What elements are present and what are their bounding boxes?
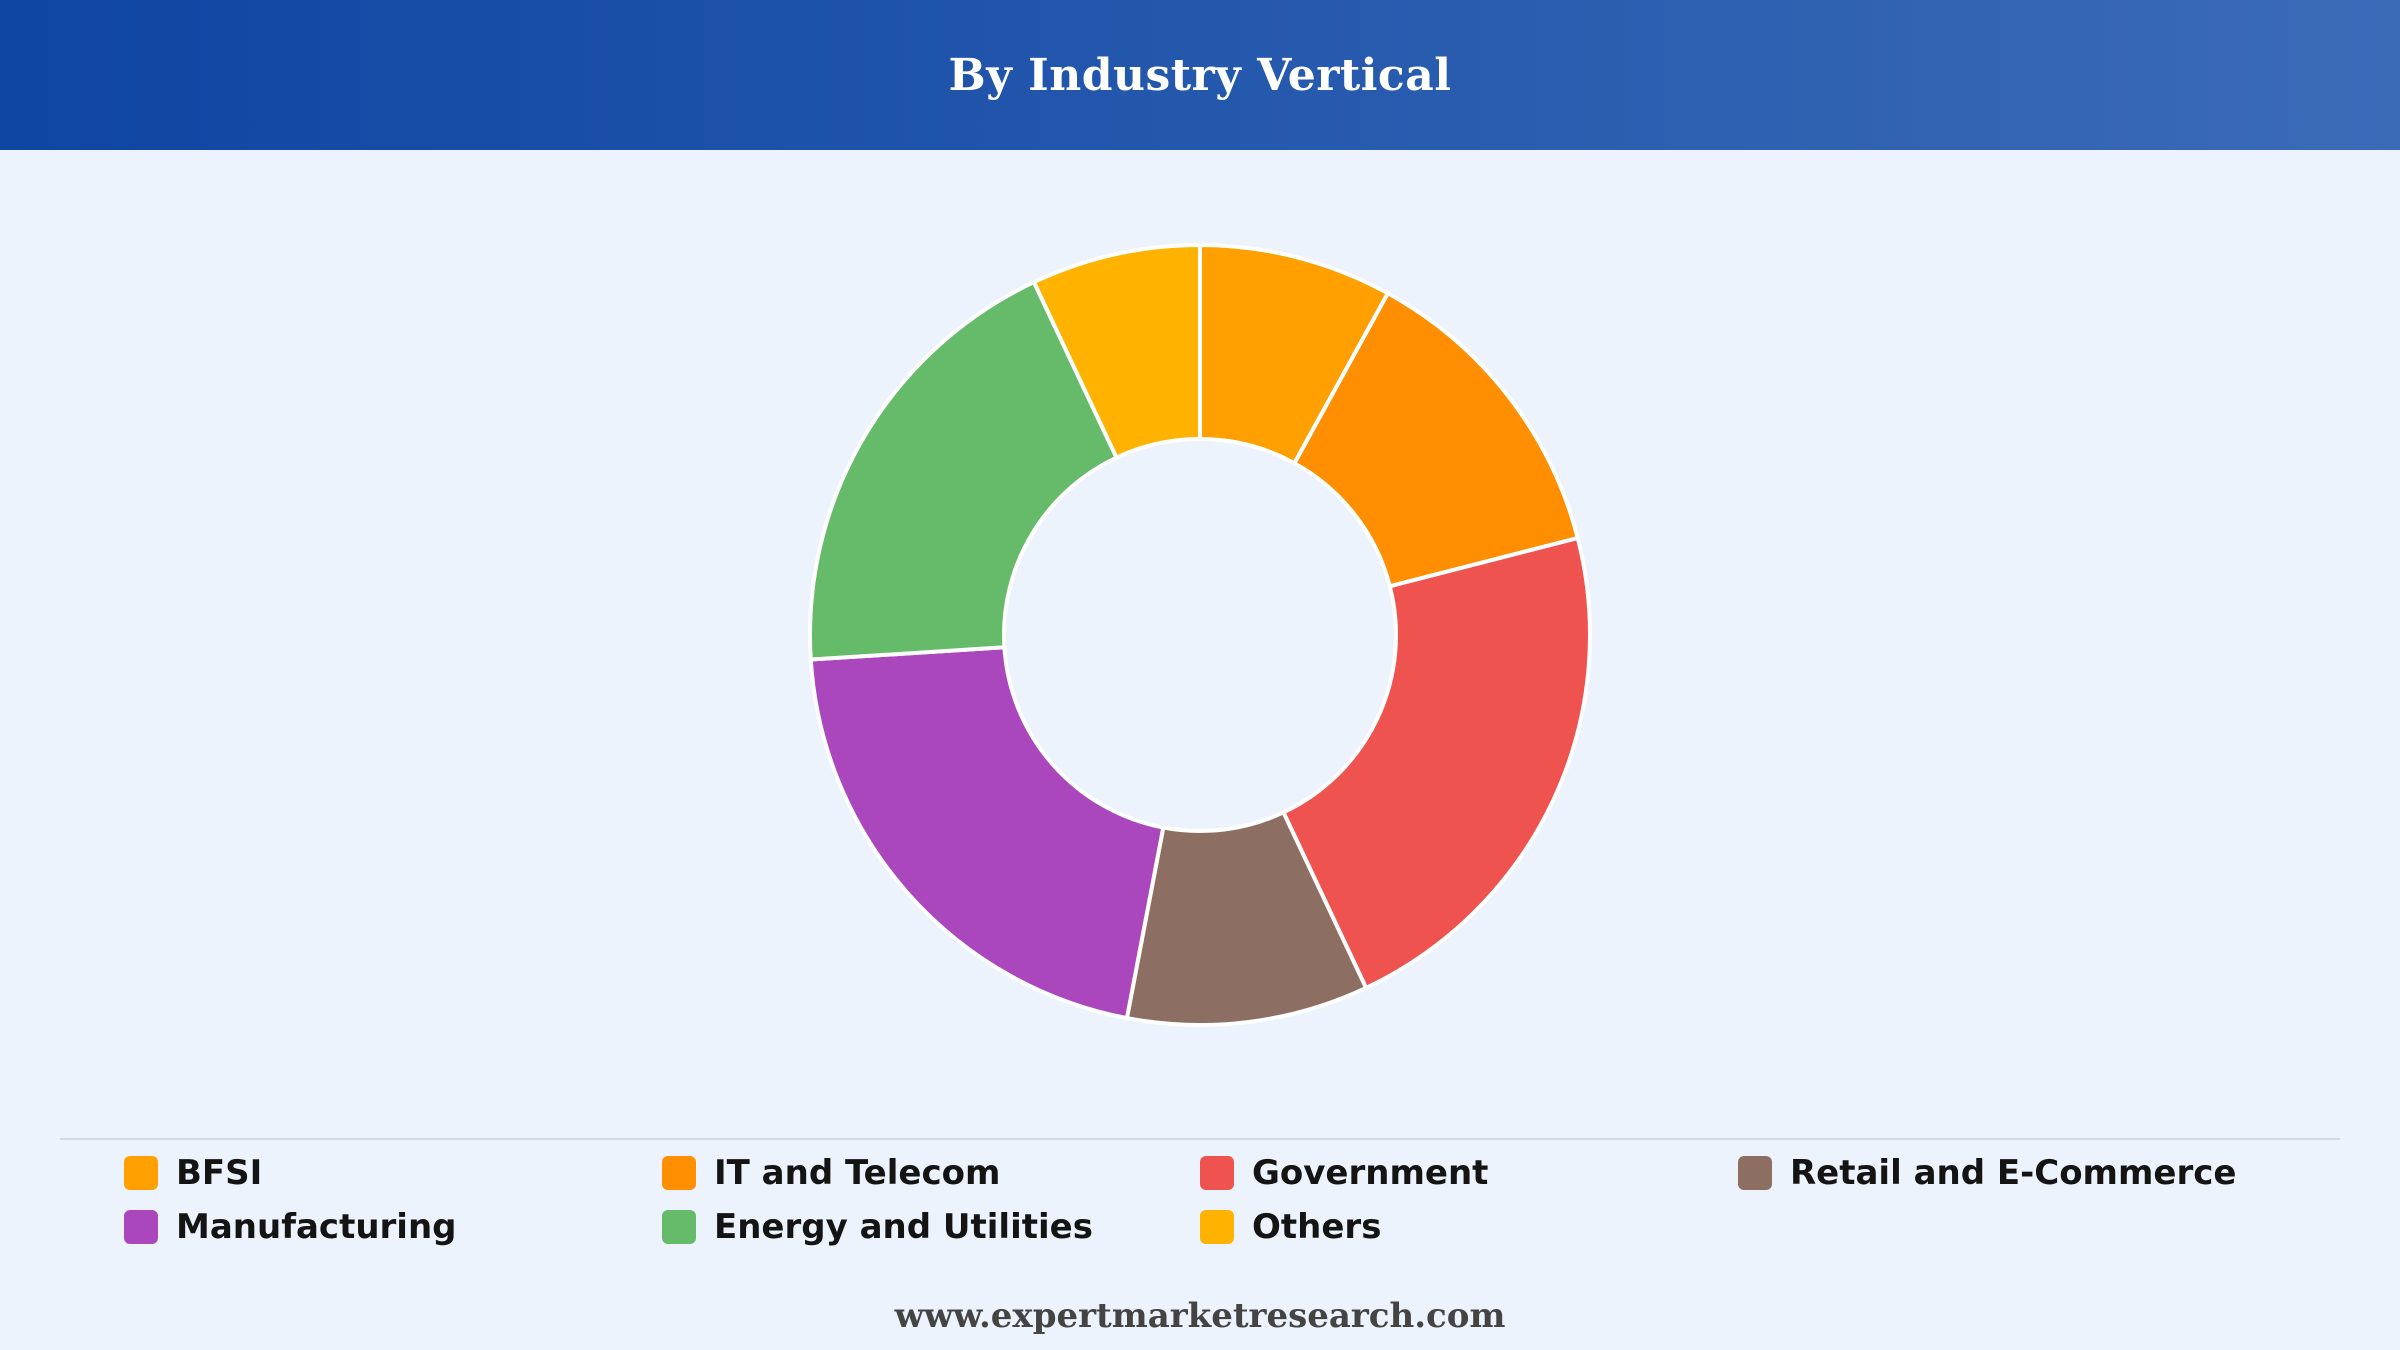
legend-label: Government [1252, 1153, 1489, 1193]
legend-label: Retail and E-Commerce [1790, 1153, 2237, 1193]
slice-government[interactable] [1281, 536, 1593, 990]
legend-swatch [1200, 1210, 1234, 1244]
legend-swatch [1200, 1156, 1234, 1190]
legend-swatch [662, 1156, 696, 1190]
legend-item-bfsi[interactable]: BFSI [124, 1153, 662, 1193]
legend-item-government[interactable]: Government [1200, 1153, 1738, 1193]
legend-label: IT and Telecom [714, 1153, 1001, 1193]
chart-area [0, 150, 2400, 1130]
chart-title: By Industry Vertical [948, 49, 1452, 101]
legend-label: BFSI [176, 1153, 263, 1193]
legend-divider [60, 1138, 2340, 1140]
header-bar: By Industry Vertical [0, 0, 2400, 150]
donut-chart [808, 243, 1593, 1027]
slice-it-and-telecom[interactable] [1292, 291, 1580, 589]
slice-others[interactable] [1031, 243, 1202, 460]
legend-item-energy-and-utilities[interactable]: Energy and Utilities [662, 1207, 1200, 1247]
legend-item-manufacturing[interactable]: Manufacturing [124, 1207, 662, 1247]
legend-label: Others [1252, 1207, 1382, 1247]
legend-swatch [662, 1210, 696, 1244]
legend-swatch [124, 1210, 158, 1244]
legend-item-it-and-telecom[interactable]: IT and Telecom [662, 1153, 1200, 1193]
legend-item-retail-and-e-commerce[interactable]: Retail and E-Commerce [1738, 1153, 2276, 1193]
legend-label: Manufacturing [176, 1207, 457, 1247]
slice-energy-and-utilities[interactable] [808, 280, 1119, 662]
source-url: www.expertmarketresearch.com [894, 1296, 1506, 1336]
legend-label: Energy and Utilities [714, 1207, 1093, 1247]
legend-swatch [1738, 1156, 1772, 1190]
chart-legend: BFSI IT and Telecom Government Retail and E… [124, 1153, 2324, 1247]
legend-swatch [124, 1156, 158, 1190]
legend-item-others[interactable]: Others [1200, 1207, 1738, 1247]
slice-manufacturing[interactable] [808, 645, 1166, 1021]
